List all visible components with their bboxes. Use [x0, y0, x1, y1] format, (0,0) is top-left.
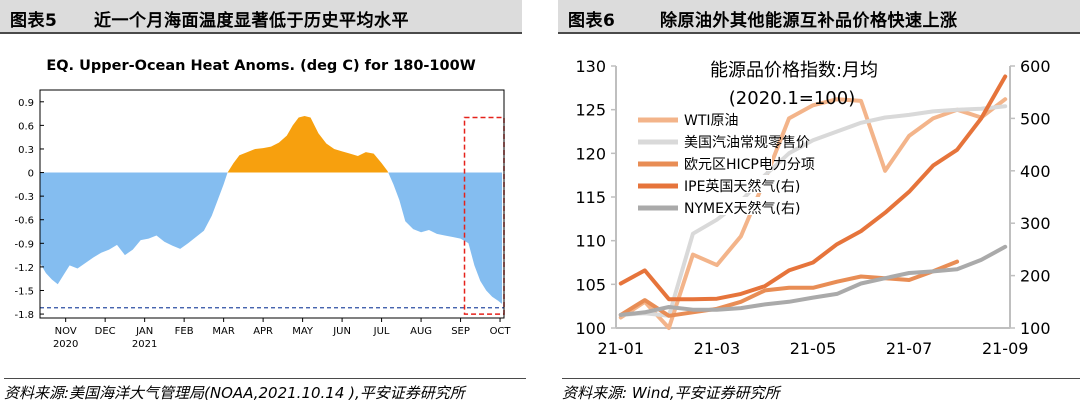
positive-anomaly-area [227, 115, 389, 173]
figure-title: 近一个月海面温度显著低于历史平均水平 [94, 11, 409, 31]
legend-label: 美国汽油常规零售价 [684, 135, 810, 151]
y2-tick-label: 300 [1020, 214, 1051, 233]
series-line [618, 74, 1008, 302]
chart-subtitle: (2020.1=100) [729, 88, 855, 109]
x-tick-label: JAN [135, 326, 153, 337]
x-tick-label: 21-07 [886, 339, 933, 358]
plot-frame [39, 89, 505, 319]
x-tick-year-label: 2021 [132, 339, 157, 350]
plot-area [39, 89, 505, 319]
series-line [618, 104, 1008, 318]
y-tick-label: 105 [575, 275, 606, 294]
x-tick-label: JUN [332, 326, 351, 337]
legend-label: IPE英国天然气(右) [684, 178, 800, 195]
x-tick-label: 21-01 [598, 339, 645, 358]
y-axis-ticks: 0.9 0.6 0.3 0 -0.3 -0.6 -0.9 -1.2 -1.5 -1.8 [14, 98, 44, 321]
figure-panel-left: 图表5 近一个月海面温度显著低于历史平均水平 EQ. Upper-Ocean H… [0, 0, 526, 408]
y2-tick-label: 200 [1020, 267, 1051, 286]
source-note: 资料来源:美国海洋大气管理局(NOAA,2021.10.14 ),平安证券研究所 [4, 378, 526, 406]
figure-label: 图表6 [568, 11, 616, 31]
y-tick-label: -1.8 [14, 310, 34, 321]
x-tick-label: DEC [95, 326, 116, 337]
y-tick-label: 130 [575, 57, 606, 76]
legend-label: NYMEX天然气(右) [684, 200, 800, 217]
y-tick-label: 125 [575, 101, 606, 120]
y-tick-label: 0 [28, 169, 34, 180]
x-tick-label: JUL [373, 326, 390, 337]
chart-title: EQ. Upper-Ocean Heat Anoms. (deg C) for … [46, 58, 475, 74]
x-tick-label: MAY [292, 326, 314, 337]
y-tick-label: -0.6 [14, 216, 34, 227]
legend-label: WTI原油 [684, 113, 739, 129]
energy-price-chart: 100 105 110 115 120 125 130 100 200 300 400 500 600 2… [575, 57, 1050, 358]
series-line [618, 259, 960, 318]
y-tick-label: 0.3 [18, 145, 34, 156]
figure-title: 除原油外其他能源互补品价格快速上涨 [660, 11, 958, 31]
x-tick-year-label: 2020 [53, 339, 78, 350]
y-tick-label: -0.9 [14, 239, 34, 250]
x-tick-label: NOV [55, 326, 77, 337]
figure-panel-right: 图表6 除原油外其他能源互补品价格快速上涨 100 105 110 115 120 125… [558, 0, 1080, 408]
x-tick-label: FEB [175, 326, 194, 337]
x-tick-label: AUG [410, 326, 432, 337]
y-tick-label: -1.2 [14, 263, 34, 274]
x-tick-label: 21-05 [790, 339, 837, 358]
y2-tick-label: 400 [1020, 162, 1051, 181]
x-tick-label: APR [253, 326, 273, 337]
ocean-heat-chart: EQ. Upper-Ocean Heat Anoms. (deg C) for … [14, 58, 511, 350]
y2-tick-label: 600 [1020, 57, 1051, 76]
source-note: 资料来源: Wind,平安证券研究所 [562, 378, 1080, 406]
y2-tick-label: 100 [1020, 319, 1051, 338]
figure-header: 图表6 除原油外其他能源互补品价格快速上涨 [558, 0, 1080, 34]
x-tick-label: OCT [490, 326, 512, 337]
chart-title: 能源品价格指数:月均 [710, 60, 878, 81]
y-tick-label: 0.9 [18, 98, 34, 109]
y-tick-label: 0.6 [18, 121, 34, 132]
x-tick-label: 21-03 [694, 339, 741, 358]
x-axis-ticks: NOV 2020 DEC JAN 2021 FEB MAR APR MAY JUN JUL AUG SE… [53, 318, 511, 350]
negative-anomaly-area [40, 172, 503, 304]
series-line [618, 97, 1008, 330]
y-tick-label: 100 [575, 319, 606, 338]
figure-label: 图表5 [10, 11, 58, 31]
y2-tick-label: 500 [1020, 109, 1051, 128]
y-tick-label: 115 [575, 188, 606, 207]
axes: 100 105 110 115 120 125 130 100 200 300 400 500 600 2… [575, 57, 1050, 358]
x-tick-label: MAR [212, 326, 234, 337]
legend-label: 欧元区HICP电力分项 [684, 157, 815, 173]
series-line [618, 244, 1008, 317]
y-tick-label: 110 [575, 232, 606, 251]
y-tick-label: -0.3 [14, 192, 34, 203]
y-tick-label: 120 [575, 144, 606, 163]
x-tick-label: 21-09 [982, 339, 1028, 358]
figure-header: 图表5 近一个月海面温度显著低于历史平均水平 [0, 0, 522, 34]
y-tick-label: -1.5 [14, 286, 34, 297]
series-lines [618, 74, 1008, 330]
x-tick-label: SEP [451, 326, 470, 337]
